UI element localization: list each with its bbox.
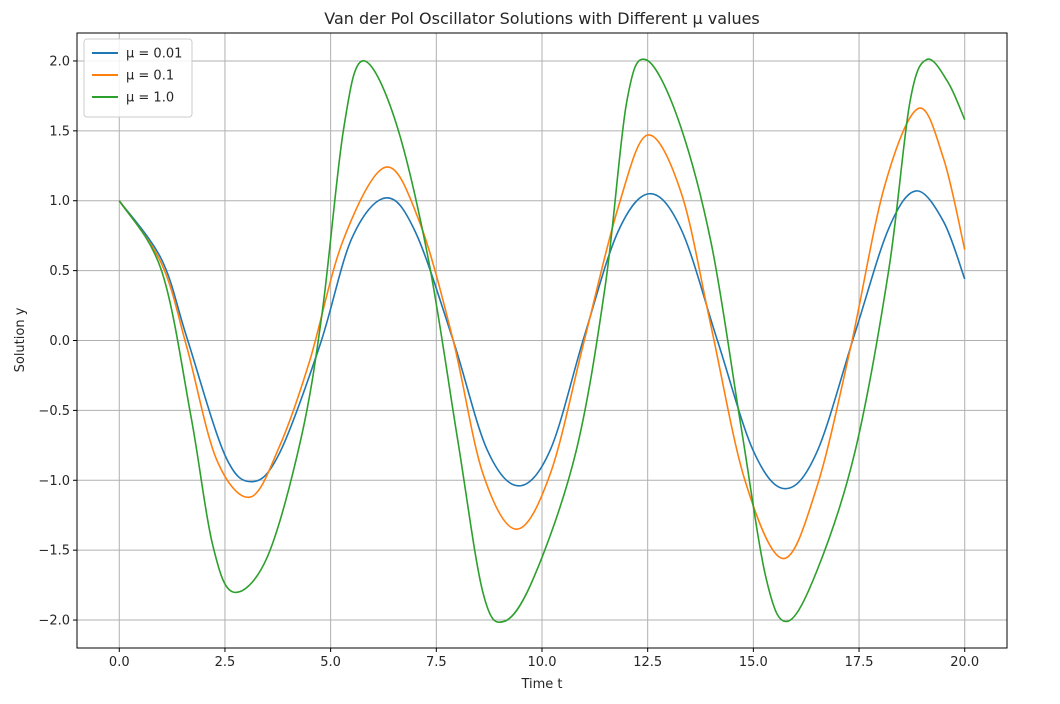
x-tick-label: 5.0 [320,655,341,670]
y-tick-label: 0.0 [49,334,70,349]
series-line-1 [118,190,966,490]
x-tick-label: 2.5 [215,655,236,670]
x-axis-label: Time t [520,677,562,692]
legend-label: μ = 0.01 [126,47,182,62]
legend-label: μ = 1.0 [126,91,174,106]
x-tick-label: 17.5 [845,655,874,670]
x-tick-label: 7.5 [426,655,447,670]
x-tick-label: 15.0 [739,655,768,670]
y-tick-label: −2.0 [38,614,70,629]
legend: μ = 0.01 μ = 0.1 μ = 1.0 [83,38,193,118]
series-line-3 [118,58,966,623]
legend-label: μ = 0.1 [126,69,174,84]
y-tick-label: 1.0 [49,194,70,209]
y-axis-label: Solution y [13,307,28,372]
chart-title: Van der Pol Oscillator Solutions with Di… [324,9,760,28]
x-tick-label: 20.0 [950,655,979,670]
y-tick-label: 2.0 [49,54,70,69]
y-tick-label: 1.5 [49,124,70,139]
x-tick-label: 12.5 [633,655,662,670]
x-tick-label: 10.0 [528,655,557,670]
series-line-2 [118,107,966,560]
x-tick-label: 0.0 [109,655,130,670]
y-tick-label: −0.5 [38,404,70,419]
y-tick-label: −1.5 [38,544,70,559]
y-axis: −2.0 −1.5 −1.0 −0.5 0.0 0.5 1.0 1.5 2.0 [38,54,77,629]
y-tick-label: 0.5 [49,264,70,279]
series-lines [118,58,966,623]
y-tick-label: −1.0 [38,474,70,489]
x-axis: 0.0 2.5 5.0 7.5 10.0 12.5 15.0 17.5 20.0 [109,648,979,670]
